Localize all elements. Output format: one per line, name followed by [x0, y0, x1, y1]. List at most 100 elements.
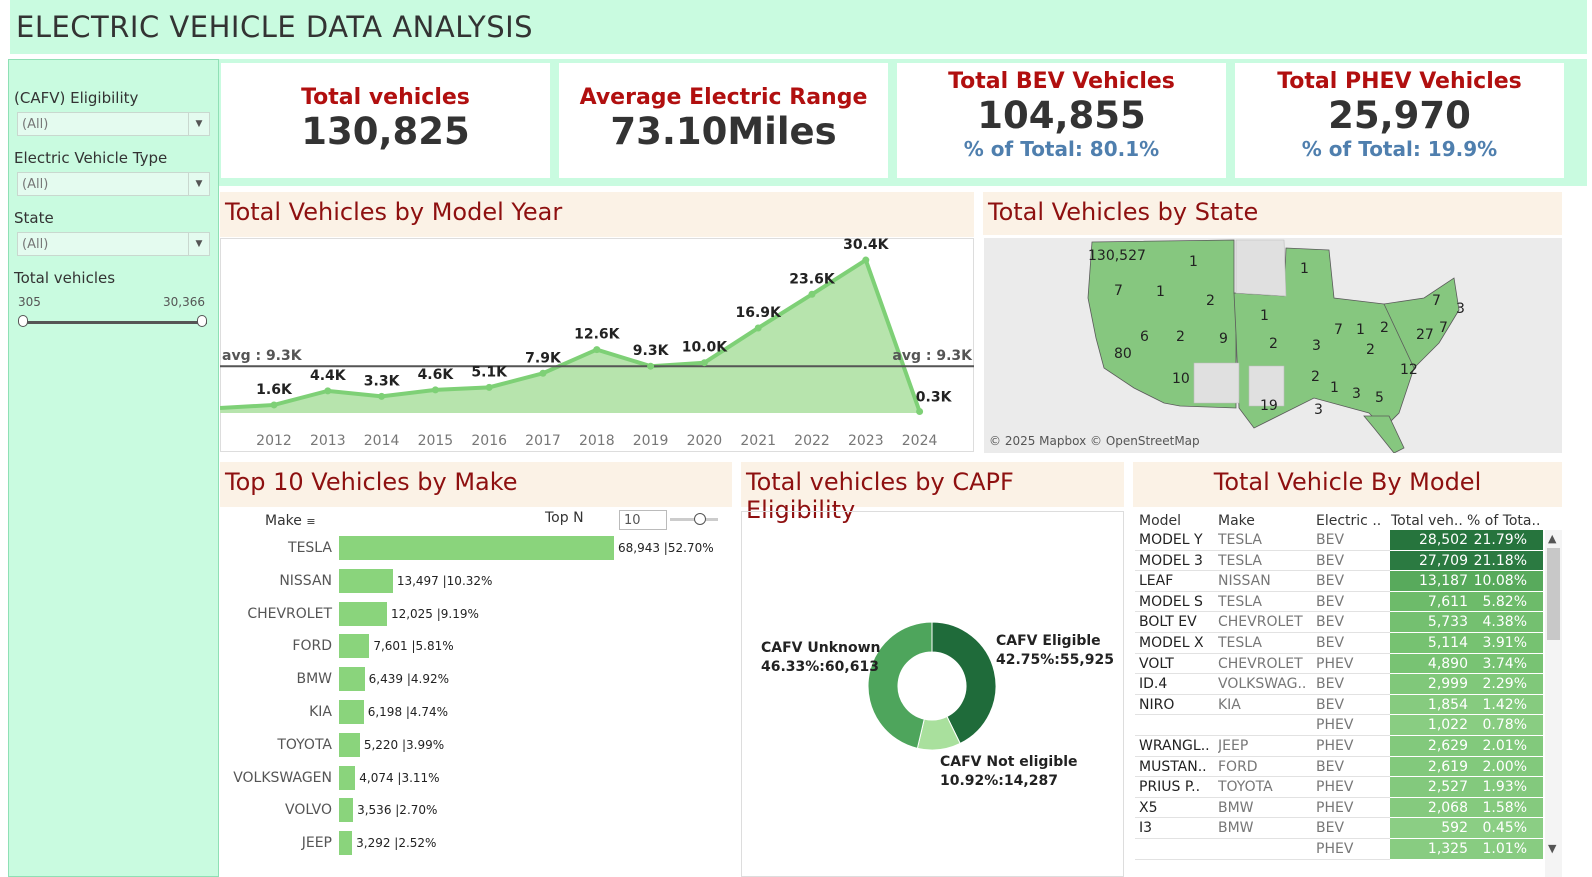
table-row[interactable]: [1390, 674, 1543, 694]
make-bar[interactable]: [339, 601, 387, 626]
data-point[interactable]: [431, 386, 439, 394]
make-cell: KIA: [1218, 696, 1241, 713]
data-point[interactable]: [700, 359, 708, 367]
col-header-type[interactable]: Electric ..: [1316, 513, 1382, 529]
percent-cell: 1.58%: [1482, 799, 1527, 816]
row-divider: [1135, 714, 1390, 716]
table-row[interactable]: [1390, 530, 1543, 550]
data-point[interactable]: [916, 407, 924, 415]
table-row[interactable]: [1390, 694, 1543, 715]
table-row[interactable]: [1390, 818, 1543, 838]
year-chart-title: Total Vehicles by Model Year: [220, 192, 974, 237]
make-label: NISSAN: [279, 572, 332, 589]
chevron-down-icon[interactable]: ▼: [188, 173, 209, 195]
range-slider-min-handle[interactable]: [18, 315, 28, 327]
col-header-model[interactable]: Model: [1139, 513, 1182, 529]
table-row[interactable]: [1390, 736, 1543, 756]
donut-slice[interactable]: [931, 621, 997, 745]
data-point[interactable]: [378, 392, 386, 400]
percent-cell: 2.00%: [1482, 758, 1527, 775]
make-bar[interactable]: [339, 765, 356, 790]
table-row[interactable]: [1390, 756, 1543, 777]
top-n-input[interactable]: 10: [619, 510, 667, 530]
row-divider: [1135, 549, 1390, 551]
table-row[interactable]: [1390, 550, 1543, 571]
chevron-down-icon[interactable]: ▼: [188, 233, 209, 255]
table-row[interactable]: [1390, 612, 1543, 632]
make-value-label: 4,074 |3.11%: [359, 770, 440, 785]
table-row[interactable]: [1390, 591, 1543, 612]
type-cell: BEV: [1316, 614, 1345, 631]
make-bar[interactable]: [339, 634, 370, 659]
make-label: VOLKSWAGEN: [233, 769, 332, 786]
percent-cell: 21.79%: [1473, 532, 1527, 548]
data-label: 5.1K: [471, 364, 508, 380]
make-label: VOLVO: [285, 802, 332, 819]
make-bar[interactable]: [339, 798, 354, 823]
make-bar[interactable]: [339, 536, 614, 560]
table-row[interactable]: [1390, 715, 1543, 735]
kpi-bev-vehicles: Total BEV Vehicles 104,855 % of Total: 8…: [897, 63, 1226, 178]
scroll-up-icon[interactable]: ▲: [1548, 532, 1557, 545]
data-point[interactable]: [647, 362, 655, 370]
table-row[interactable]: [1390, 653, 1543, 674]
col-header-percent[interactable]: % of Tota..: [1467, 513, 1541, 529]
total-cell: 2,068: [1427, 799, 1468, 816]
table-row[interactable]: [1390, 839, 1543, 859]
ev-type-filter-select[interactable]: (All) ▼: [17, 172, 210, 196]
table-row[interactable]: [1390, 797, 1543, 818]
make-cell: CHEVROLET: [1218, 655, 1303, 672]
data-point[interactable]: [324, 387, 332, 395]
data-point[interactable]: [485, 383, 493, 391]
range-slider-max-handle[interactable]: [197, 315, 207, 327]
cafv-filter-select[interactable]: (All) ▼: [17, 112, 210, 136]
sort-icon[interactable]: ≡: [306, 515, 316, 528]
map-value-label: 1: [1260, 308, 1269, 324]
state-filter-select[interactable]: (All) ▼: [17, 232, 210, 256]
col-header-total[interactable]: Total veh..: [1391, 513, 1463, 529]
x-tick-label: 2014: [364, 433, 400, 449]
scroll-down-icon[interactable]: ▼: [1548, 842, 1557, 855]
top-n-label: Top N: [545, 510, 584, 526]
dashboard-title: ELECTRIC VEHICLE DATA ANALYSIS: [16, 10, 534, 44]
make-axis-label[interactable]: Make ≡: [265, 513, 316, 529]
type-cell: PHEV: [1316, 841, 1354, 857]
table-row[interactable]: [1390, 633, 1543, 653]
map-value-label: 7: [1334, 322, 1343, 338]
map-value-label: 2: [1269, 336, 1278, 352]
x-tick-label: 2017: [525, 433, 561, 449]
map-region-blank-north: [1235, 239, 1287, 297]
cafv-filter-label: (CAFV) Eligibility: [14, 89, 139, 107]
top-n-slider-handle[interactable]: [694, 513, 706, 525]
data-point[interactable]: [539, 369, 547, 377]
map-value-label: 7: [1114, 283, 1123, 299]
table-row[interactable]: [1390, 571, 1543, 591]
year-area-chart: avg : 9.3K avg : 9.3K 1.6K 2012 4.4K 2013 3.3K…: [220, 238, 974, 449]
map-value-label: 1: [1330, 380, 1339, 396]
donut-slice[interactable]: [867, 621, 933, 749]
map-value-label: 5: [1375, 390, 1384, 406]
make-bar[interactable]: [339, 700, 364, 724]
kpi-title: Total PHEV Vehicles: [1277, 69, 1522, 94]
data-point[interactable]: [808, 290, 816, 298]
make-bar[interactable]: [339, 831, 353, 856]
make-bar[interactable]: [339, 732, 360, 757]
range-slider-track[interactable]: [23, 321, 207, 324]
table-row[interactable]: [1390, 777, 1543, 797]
percent-cell: 3.91%: [1482, 635, 1527, 651]
scroll-thumb[interactable]: [1547, 548, 1560, 640]
table-scrollbar[interactable]: ▲ ▼: [1545, 530, 1562, 877]
data-point[interactable]: [754, 324, 762, 332]
make-bar[interactable]: [339, 667, 365, 692]
data-point[interactable]: [593, 346, 601, 354]
row-divider: [1135, 570, 1390, 572]
make-bar[interactable]: [339, 568, 393, 593]
make-value-label: 3,536 |2.70%: [357, 803, 438, 818]
map-value-label: 3: [1352, 386, 1361, 402]
donut-label-eligible: CAFV Eligible 42.75%:55,925: [996, 632, 1114, 670]
col-header-make[interactable]: Make: [1218, 513, 1255, 529]
state-map[interactable]: 130,527 1 1 7 1 2 1 6 2 9 2 3 7 1 2 7 27…: [984, 238, 1562, 453]
data-point[interactable]: [270, 401, 278, 409]
chevron-down-icon[interactable]: ▼: [188, 113, 209, 135]
data-point[interactable]: [862, 256, 870, 264]
